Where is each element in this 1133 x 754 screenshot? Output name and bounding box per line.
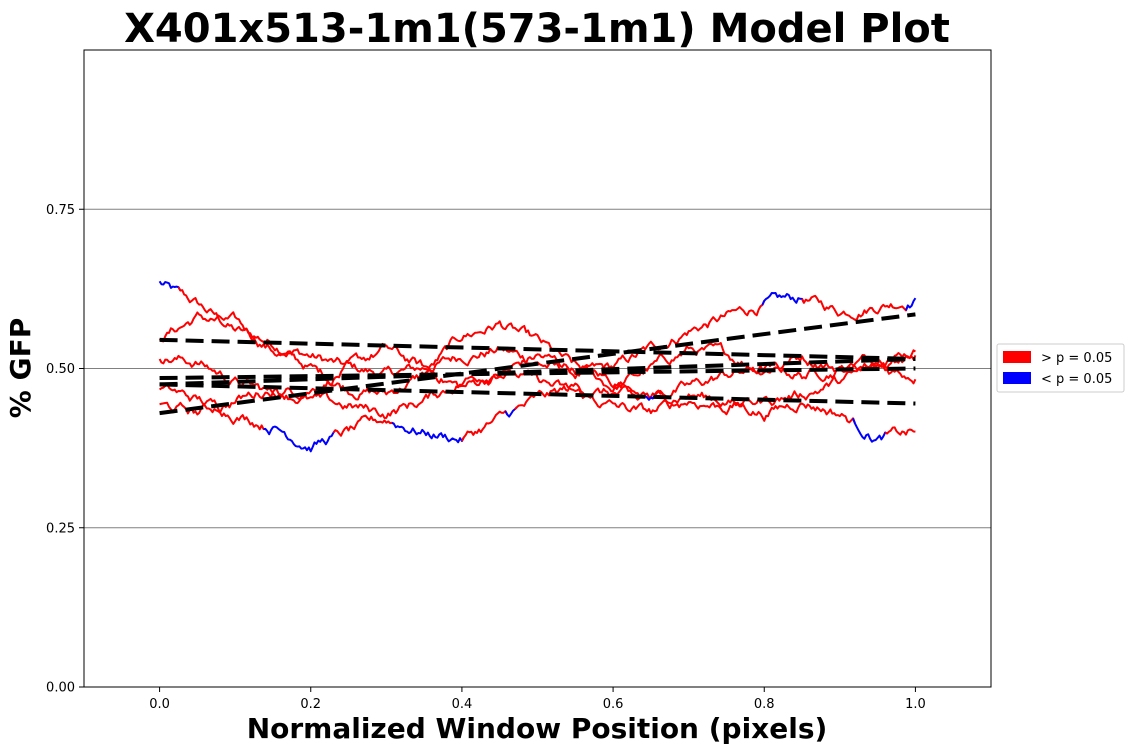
series-2-segment [158, 311, 916, 401]
chart-title: X401x513-1m1(573-1m1) Model Plot [124, 6, 950, 52]
model-fit-lines [159, 312, 916, 416]
series-3-fit-line [159, 366, 916, 381]
x-tick-label: 0.8 [754, 697, 775, 712]
series-5-fit-line [159, 312, 916, 416]
x-tick-label: 0.0 [149, 697, 170, 712]
series-1-segment [905, 297, 917, 311]
x-tick-label: 1.0 [905, 697, 926, 712]
series-4-segment [263, 425, 337, 453]
x-tick-label: 0.2 [300, 697, 321, 712]
y-tick-label: 0.25 [46, 521, 75, 536]
series-1-segment [158, 280, 182, 292]
legend-label-high: > p = 0.05 [1041, 351, 1112, 366]
legend-label-low: < p = 0.05 [1041, 372, 1112, 387]
series-1-fit-line [159, 337, 916, 361]
y-tick-label: 0.75 [46, 203, 75, 218]
legend-swatch-low [1003, 372, 1031, 384]
series-1-segment [761, 291, 805, 306]
series-3-segment [158, 342, 917, 401]
grid-lines [84, 208, 991, 529]
series-4-fit-line [159, 382, 916, 406]
legend-swatch-high [1003, 351, 1031, 363]
x-tick-label: 0.4 [452, 697, 473, 712]
series-4-segment [852, 417, 888, 443]
series-4-segment [391, 421, 465, 444]
series-4-segment [332, 414, 395, 437]
legend: > p = 0.05 < p = 0.05 [996, 343, 1125, 393]
series-5-segment [159, 362, 917, 419]
series-4-segment [884, 426, 916, 436]
x-tick-label: 0.6 [603, 697, 624, 712]
data-series [158, 280, 917, 453]
series-1-segment [801, 294, 909, 321]
y-tick-label: 0.00 [46, 681, 75, 696]
y-axis-label: % GFP [4, 318, 37, 418]
series-4-segment [461, 410, 509, 442]
x-axis-label: Normalized Window Position (pixels) [247, 712, 828, 745]
axis-ticks: 0.00 0.25 0.50 0.75 0.0 0.2 0.4 0.6 0.8 1.0 [46, 203, 926, 712]
y-tick-label: 0.50 [46, 362, 75, 377]
series-4-segment [159, 382, 266, 431]
series-1-segment [177, 286, 766, 380]
